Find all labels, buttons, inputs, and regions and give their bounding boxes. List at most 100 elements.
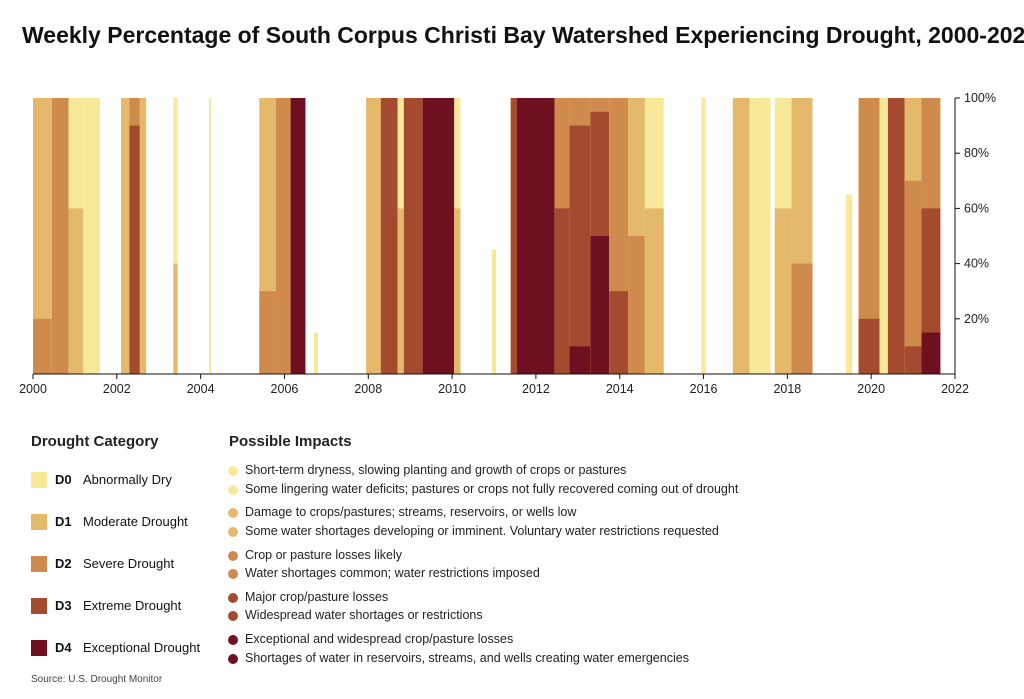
bar-d2-32 [791, 263, 813, 374]
bar-d4-23 [569, 346, 591, 374]
bar-d1-7 [173, 263, 178, 374]
drought-area-chart: 20% 40% 60% 80% 100% 2000 2002 2004 2006 2008 201… [19, 91, 996, 396]
bar-d1-13 [366, 98, 381, 374]
bar-d1-27 [644, 208, 664, 374]
legend-swatch [31, 556, 47, 572]
bar-d0-12 [313, 332, 318, 374]
bar-d0-28 [701, 98, 706, 374]
bar-d0-8 [209, 98, 212, 374]
impact-text: Exceptional and widespread crop/pasture … [245, 632, 514, 646]
source-note: Source: U.S. Drought Monitor [31, 674, 163, 685]
bar-d4-17 [422, 98, 455, 374]
bar-d1-29 [732, 98, 750, 374]
impact-bullet [228, 635, 238, 645]
x-tick-label: 2014 [606, 382, 634, 396]
x-tick-label: 2000 [19, 382, 47, 396]
impact-text: Some water shortages developing or immin… [245, 524, 719, 538]
bar-d2-37 [904, 180, 922, 374]
impact-bullet [228, 569, 238, 579]
bar-d0-33 [846, 194, 853, 374]
impact-bullet [228, 611, 238, 621]
x-tick-label: 2006 [271, 382, 299, 396]
y-tick-label: 80% [964, 146, 989, 160]
bar-d1-31 [774, 208, 792, 374]
bar-d2-34 [858, 98, 880, 374]
bar-d0-3 [83, 98, 101, 374]
x-tick-label: 2018 [773, 382, 801, 396]
bar-d2-9 [259, 291, 277, 374]
x-tick-label: 2004 [187, 382, 215, 396]
x-tick-label: 2020 [857, 382, 885, 396]
drought-bars [33, 98, 941, 375]
x-tick-label: 2010 [438, 382, 466, 396]
bar-d3-34 [858, 318, 880, 374]
impact-text: Shortages of water in reservoirs, stream… [245, 651, 689, 665]
legend-label: Exceptional Drought [83, 640, 201, 655]
bar-d1-4 [121, 98, 130, 374]
legend-swatch [31, 640, 47, 656]
legend-swatch [31, 472, 47, 488]
bar-d3-20 [510, 98, 518, 374]
y-tick-label: 100% [964, 91, 996, 105]
x-tick-label: 2022 [941, 382, 969, 396]
legend-label: Moderate Drought [83, 514, 188, 529]
bar-d0-19 [491, 249, 497, 374]
bar-d2-26 [628, 236, 645, 374]
bar-d1-15 [397, 208, 404, 374]
x-tick-label: 2012 [522, 382, 550, 396]
impact-text: Damage to crops/pastures; streams, reser… [245, 505, 577, 519]
y-tick-label: 20% [964, 312, 989, 326]
bar-d3-16 [403, 98, 423, 374]
legend-label: Severe Drought [83, 556, 175, 571]
impact-text: Major crop/pasture losses [245, 590, 389, 604]
impact-bullet [228, 654, 238, 664]
bar-d3-5 [129, 125, 140, 374]
impact-bullet [228, 593, 238, 603]
bar-d3-14 [380, 98, 398, 374]
bar-d3-37 [904, 346, 922, 374]
x-tick-label: 2016 [690, 382, 718, 396]
legend-swatch [31, 514, 47, 530]
impact-bullet [228, 485, 238, 495]
bar-d1-18 [454, 208, 461, 374]
legend-code: D0 [55, 472, 72, 487]
bar-d4-24 [590, 236, 610, 374]
impact-bullet [228, 508, 238, 518]
bar-d4-38 [921, 332, 941, 374]
impact-text: Short-term dryness, slowing planting and… [245, 463, 627, 477]
bar-d3-25 [609, 291, 629, 374]
legend-swatch [31, 598, 47, 614]
bar-d3-23 [569, 125, 591, 374]
chart-title: Weekly Percentage of South Corpus Christ… [22, 22, 1024, 48]
bar-d2-10 [276, 98, 291, 374]
legend-code: D4 [55, 640, 72, 655]
legend-label: Abnormally Dry [83, 472, 172, 487]
x-axis: 2000 2002 2004 2006 2008 2010 2012 2014 2016 2018… [19, 373, 969, 396]
legend-impacts-title: Possible Impacts [229, 433, 352, 450]
bar-d4-11 [290, 98, 306, 374]
legend-category-title: Drought Category [31, 433, 159, 450]
y-tick-label: 60% [964, 201, 989, 215]
impact-bullet [228, 551, 238, 561]
x-tick-label: 2008 [354, 382, 382, 396]
impact-text: Crop or pasture losses likely [245, 548, 403, 562]
impact-text: Widespread water shortages or restrictio… [245, 608, 483, 622]
bar-d1-0 [33, 98, 52, 374]
bar-d1-6 [139, 98, 147, 374]
bar-d4-21 [517, 98, 555, 374]
bar-d2-0 [33, 318, 52, 374]
impact-text: Water shortages common; water restrictio… [245, 566, 540, 580]
legend-code: D1 [55, 514, 72, 529]
impact-text: Some lingering water deficits; pastures … [245, 482, 739, 496]
legend-code: D3 [55, 598, 72, 613]
bar-d3-36 [887, 98, 905, 374]
bar-d0-35 [879, 98, 888, 374]
bar-d2-1 [51, 98, 69, 374]
bar-d0-7 [173, 98, 178, 374]
impact-bullet [228, 466, 238, 476]
x-tick-label: 2002 [103, 382, 131, 396]
y-tick-label: 40% [964, 257, 989, 271]
y-axis: 20% 40% 60% 80% 100% [954, 91, 996, 374]
legend-label: Extreme Drought [83, 598, 182, 613]
legend-code: D2 [55, 556, 72, 571]
